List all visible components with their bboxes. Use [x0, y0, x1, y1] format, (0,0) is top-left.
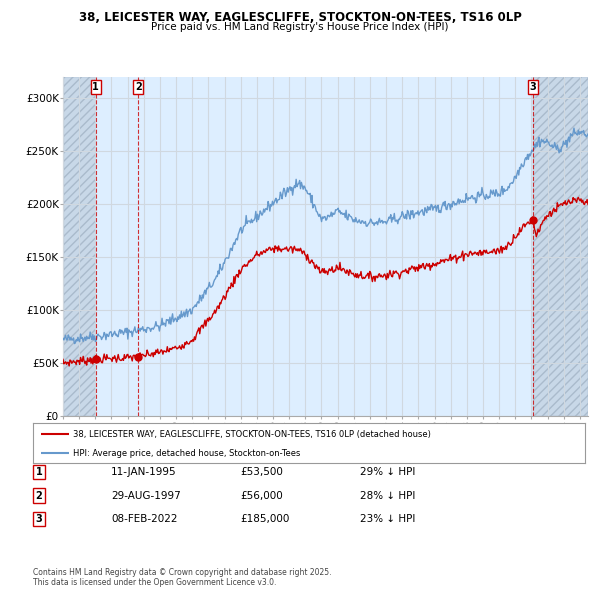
Text: 23% ↓ HPI: 23% ↓ HPI: [360, 514, 415, 524]
Bar: [533, 77, 588, 416]
Text: £185,000: £185,000: [240, 514, 289, 524]
Bar: [96, 77, 138, 416]
Text: 1: 1: [92, 82, 99, 92]
Bar: [63, 77, 96, 416]
Text: Contains HM Land Registry data © Crown copyright and database right 2025.
This d: Contains HM Land Registry data © Crown c…: [33, 568, 331, 587]
Text: 11-JAN-1995: 11-JAN-1995: [111, 467, 176, 477]
Text: £53,500: £53,500: [240, 467, 283, 477]
Text: 38, LEICESTER WAY, EAGLESCLIFFE, STOCKTON-ON-TEES, TS16 0LP (detached house): 38, LEICESTER WAY, EAGLESCLIFFE, STOCKTO…: [73, 430, 431, 439]
Text: Price paid vs. HM Land Registry's House Price Index (HPI): Price paid vs. HM Land Registry's House …: [151, 22, 449, 32]
Text: 38, LEICESTER WAY, EAGLESCLIFFE, STOCKTON-ON-TEES, TS16 0LP: 38, LEICESTER WAY, EAGLESCLIFFE, STOCKTO…: [79, 11, 521, 24]
Text: 28% ↓ HPI: 28% ↓ HPI: [360, 491, 415, 500]
Text: 3: 3: [530, 82, 536, 92]
Text: £56,000: £56,000: [240, 491, 283, 500]
Text: 1: 1: [35, 467, 43, 477]
Text: 08-FEB-2022: 08-FEB-2022: [111, 514, 178, 524]
Text: 2: 2: [135, 82, 142, 92]
Text: 2: 2: [35, 491, 43, 500]
Text: 3: 3: [35, 514, 43, 524]
Text: HPI: Average price, detached house, Stockton-on-Tees: HPI: Average price, detached house, Stoc…: [73, 448, 300, 458]
Text: 29-AUG-1997: 29-AUG-1997: [111, 491, 181, 500]
Text: 29% ↓ HPI: 29% ↓ HPI: [360, 467, 415, 477]
